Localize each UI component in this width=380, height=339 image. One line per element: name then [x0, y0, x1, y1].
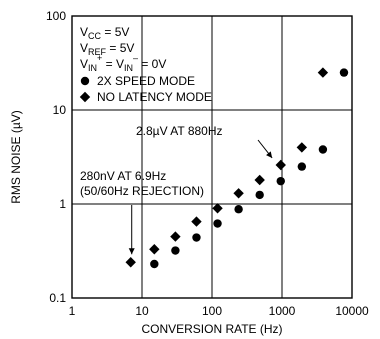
data-point-diamond — [125, 257, 136, 268]
data-point-diamond — [170, 231, 181, 242]
x-tick-label: 10 — [135, 304, 149, 318]
x-tick-label: 1000 — [269, 304, 296, 318]
condition-vin: VIN+ = VIN– = 0V — [80, 53, 166, 73]
grid-lines — [72, 16, 352, 298]
y-tick-label: 1 — [59, 197, 66, 211]
annotation-label: 280nV AT 6.9Hz — [80, 169, 166, 183]
x-axis-label: CONVERSION RATE (Hz) — [141, 322, 282, 336]
data-point-circle — [213, 219, 222, 228]
data-point-circle — [150, 259, 159, 269]
legend-marker-circle — [80, 76, 90, 86]
data-point-circle — [171, 246, 180, 255]
legend-entry: NO LATENCY MODE — [97, 90, 212, 104]
x-tick-label: 10000 — [335, 304, 369, 318]
annotation-arrowhead — [128, 248, 135, 255]
x-tick-label: 100 — [202, 304, 222, 318]
annotation-arrowhead — [266, 151, 273, 158]
data-point-diamond — [275, 159, 286, 171]
data-point-diamond — [317, 67, 329, 78]
condition-vref: VREF = 5V — [80, 41, 134, 57]
data-point-circle — [339, 68, 349, 77]
data-point-diamond — [191, 216, 202, 227]
data-points — [125, 67, 349, 269]
data-point-diamond — [212, 203, 223, 214]
data-point-diamond — [254, 174, 265, 186]
data-point-circle — [276, 176, 285, 186]
data-point-circle — [255, 190, 264, 200]
legend-entry: 2X SPEED MODE — [97, 74, 195, 88]
y-tick-label: 100 — [46, 9, 66, 23]
data-point-circle — [318, 145, 328, 154]
annotation-label: (50/60Hz REJECTION) — [80, 184, 204, 198]
data-point-diamond — [233, 188, 244, 199]
data-point-circle — [297, 162, 307, 171]
annotation-label: 2.8µV AT 880Hz — [136, 124, 223, 138]
y-axis-label: RMS NOISE (µV) — [9, 110, 23, 204]
data-point-circle — [192, 233, 201, 242]
legend-marker-diamond — [79, 91, 91, 103]
condition-vcc: VCC = 5V — [80, 25, 129, 41]
annotations: 2.8µV AT 880Hz 280nV AT 6.9Hz(50/60Hz REJ… — [80, 124, 273, 255]
plot-frame — [71, 15, 353, 299]
x-tick-label: 1 — [69, 304, 76, 318]
data-point-circle — [234, 205, 243, 214]
data-point-diamond — [149, 244, 160, 255]
y-tick-label: 10 — [53, 103, 67, 117]
data-point-diamond — [296, 142, 308, 153]
y-tick-label: 0.1 — [49, 291, 66, 305]
